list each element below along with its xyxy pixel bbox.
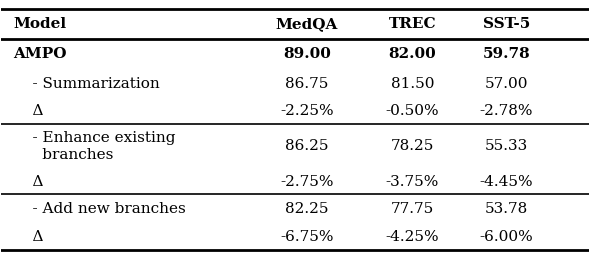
- Text: - Summarization: - Summarization: [13, 77, 160, 91]
- Text: -6.00%: -6.00%: [480, 230, 533, 244]
- Text: 89.00: 89.00: [283, 47, 330, 61]
- Text: 78.25: 78.25: [391, 140, 434, 153]
- Text: TREC: TREC: [389, 17, 436, 31]
- Text: Δ: Δ: [13, 230, 44, 244]
- Text: 86.75: 86.75: [285, 77, 329, 91]
- Text: SST-5: SST-5: [483, 17, 530, 31]
- Text: AMPO: AMPO: [13, 47, 67, 61]
- Text: Model: Model: [13, 17, 66, 31]
- Text: - Add new branches: - Add new branches: [13, 202, 186, 216]
- Text: -0.50%: -0.50%: [386, 104, 440, 118]
- Text: -4.25%: -4.25%: [386, 230, 440, 244]
- Text: 81.50: 81.50: [391, 77, 434, 91]
- Text: 77.75: 77.75: [391, 202, 434, 216]
- Text: 59.78: 59.78: [483, 47, 530, 61]
- Text: Δ: Δ: [13, 175, 44, 189]
- Text: -2.78%: -2.78%: [480, 104, 533, 118]
- Text: -4.45%: -4.45%: [480, 175, 533, 189]
- Text: 55.33: 55.33: [485, 140, 528, 153]
- Text: 82.25: 82.25: [285, 202, 329, 216]
- Text: MedQA: MedQA: [276, 17, 338, 31]
- Text: 86.25: 86.25: [285, 140, 329, 153]
- Text: Δ: Δ: [13, 104, 44, 118]
- Text: 82.00: 82.00: [389, 47, 437, 61]
- Text: -2.25%: -2.25%: [280, 104, 333, 118]
- Text: -2.75%: -2.75%: [280, 175, 333, 189]
- Text: 57.00: 57.00: [484, 77, 528, 91]
- Text: -3.75%: -3.75%: [386, 175, 439, 189]
- Text: - Enhance existing
      branches: - Enhance existing branches: [13, 131, 176, 162]
- Text: 53.78: 53.78: [485, 202, 528, 216]
- Text: -6.75%: -6.75%: [280, 230, 333, 244]
